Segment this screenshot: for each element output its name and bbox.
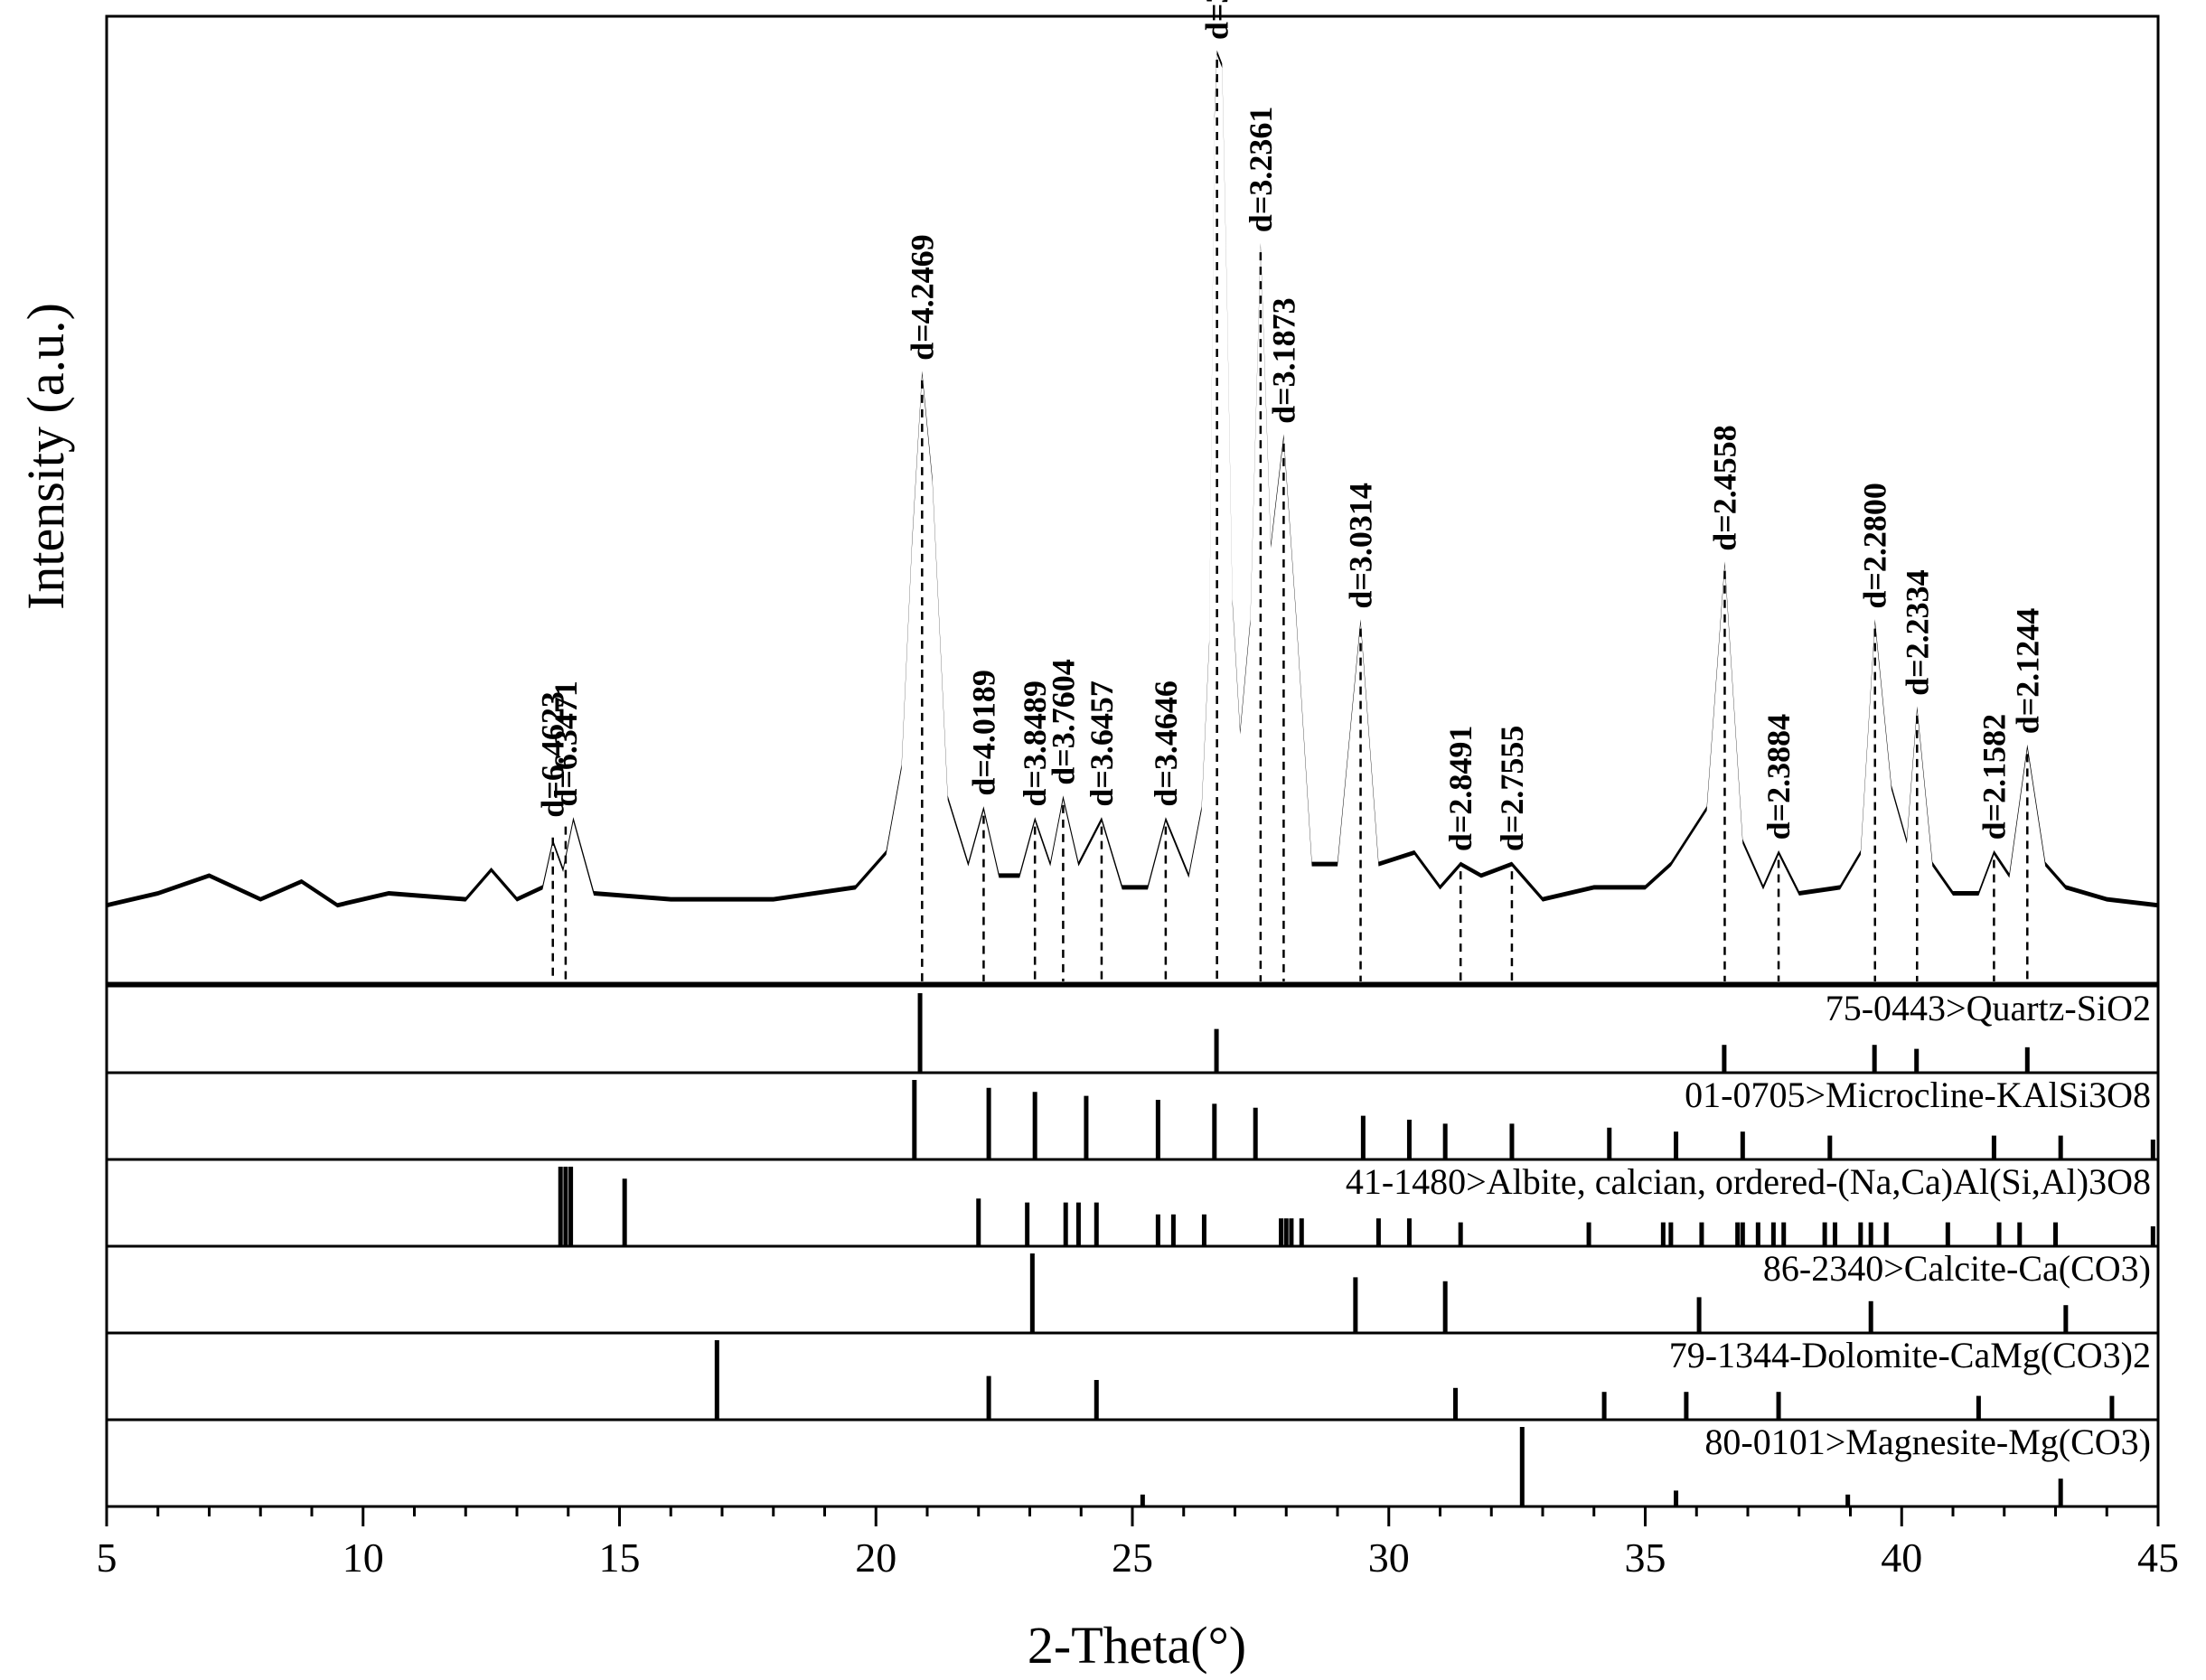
x-tick-label: 25 <box>1112 1535 1153 1581</box>
reference-panel-5: 79-1344-Dolomite-CaMg(CO3)2 <box>105 1331 2160 1422</box>
peak-label: d=3.7604 <box>1045 659 1081 785</box>
reference-label: 86-2340>Calcite-Ca(CO3) <box>1763 1248 2151 1289</box>
x-tick-label: 10 <box>343 1535 384 1581</box>
peak-label: d=2.8491 <box>1442 726 1478 852</box>
x-axis: 5 10 15 20 25 30 35 40 45 <box>97 1506 2179 1581</box>
reference-label: 79-1344-Dolomite-CaMg(CO3)2 <box>1669 1335 2151 1375</box>
reference-panel-3: 41-1480>Albite, calcian, ordered-(Na,Ca)… <box>105 1158 2160 1248</box>
x-tick-label: 30 <box>1368 1535 1410 1581</box>
reference-panel-4: 86-2340>Calcite-Ca(CO3) <box>105 1244 2160 1335</box>
reference-patterns: 75-0443>Quartz-SiO2 01-0705>Microcline-KA… <box>105 984 2160 1508</box>
peak-label: d=2.1244 <box>2009 608 2045 735</box>
peak-label: d=3.0314 <box>1343 483 1379 609</box>
peak-label: d=6.4623 <box>535 691 571 818</box>
peak-label: d=2.2800 <box>1857 483 1893 609</box>
peak-label: d=3.1873 <box>1265 297 1301 424</box>
peak-label: d=6.3471 <box>548 680 584 807</box>
peak-label: d=2.3884 <box>1760 714 1797 840</box>
peak-label: d=2.4558 <box>1707 425 1743 551</box>
peak-label: d=4.0189 <box>965 670 1001 796</box>
peak-label: d=2.2334 <box>1899 569 1935 696</box>
peak-label: d=3.3384 <box>1199 0 1235 40</box>
x-tick-label: 15 <box>599 1535 641 1581</box>
reference-panel-6: 80-0101>Magnesite-Mg(CO3) <box>105 1418 2160 1508</box>
main-plot-frame <box>105 14 2160 985</box>
reference-label: 41-1480>Albite, calcian, ordered-(Na,Ca)… <box>1346 1161 2151 1202</box>
xrd-pattern-curve <box>107 50 2158 908</box>
x-tick-label: 20 <box>855 1535 896 1581</box>
reference-label: 75-0443>Quartz-SiO2 <box>1826 988 2151 1028</box>
peak-label: d=3.2361 <box>1243 107 1279 233</box>
reference-label: 80-0101>Magnesite-Mg(CO3) <box>1704 1422 2151 1462</box>
peak-label: d=4.2469 <box>904 234 940 361</box>
x-tick-label: 40 <box>1881 1535 1922 1581</box>
y-axis-title: Intensity (a.u.) <box>16 303 75 610</box>
reference-panel-2: 01-0705>Microcline-KAlSi3O8 <box>105 1071 2160 1161</box>
x-axis-title: 2-Theta(°) <box>1028 1616 1246 1675</box>
reference-label: 01-0705>Microcline-KAlSi3O8 <box>1685 1075 2151 1115</box>
reference-panel-1: 75-0443>Quartz-SiO2 <box>105 984 2160 1075</box>
peak-label: d=3.4646 <box>1148 680 1184 807</box>
peak-label: d=3.6457 <box>1084 680 1120 807</box>
x-tick-label: 45 <box>2137 1535 2179 1581</box>
x-tick-label: 35 <box>1625 1535 1666 1581</box>
peak-label: d=2.7555 <box>1494 726 1530 852</box>
peak-label: d=2.1582 <box>1976 714 2012 840</box>
x-tick-label: 5 <box>97 1535 117 1581</box>
panel-frames <box>105 14 2160 985</box>
peak-drop-lines <box>551 60 2029 981</box>
peak-label: d=3.8489 <box>1017 680 1053 807</box>
